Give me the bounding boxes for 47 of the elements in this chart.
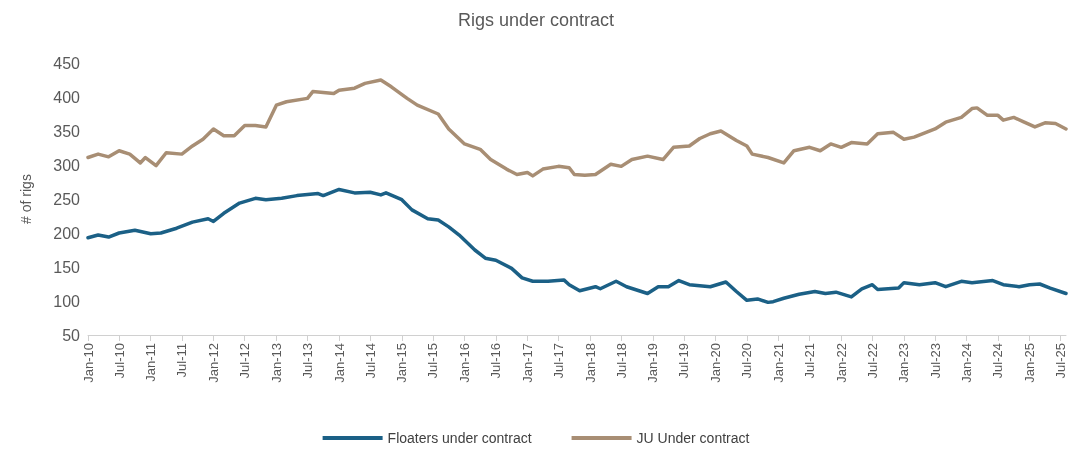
x-tick-label: Jul-24 (990, 343, 1006, 379)
x-tick-label: Jan-19 (645, 343, 661, 383)
y-tick-label: 450 (53, 54, 81, 72)
x-tick-label: Jul-21 (802, 343, 818, 379)
x-tick-label: Jan-21 (770, 343, 786, 383)
legend-label: Floaters under contract (387, 430, 532, 446)
x-tick-label: Jul-25 (1053, 343, 1069, 379)
x-tick-label: Jul-23 (927, 343, 943, 379)
x-tick-label: Jan-13 (268, 343, 284, 383)
x-tick-label: Jan-15 (394, 343, 410, 383)
x-tick-label: Jul-14 (362, 343, 378, 379)
x-tick-label: Jul-19 (676, 343, 692, 379)
y-tick-label: 400 (53, 88, 81, 106)
x-tick-label: Jan-20 (708, 343, 724, 383)
x-tick-label: Jul-11 (174, 343, 190, 378)
x-tick-label: Jan-24 (959, 343, 975, 383)
x-tick-label: Jan-10 (80, 343, 96, 383)
x-tick-label: Jan-23 (896, 343, 912, 383)
x-tick-label: Jul-13 (299, 343, 315, 379)
x-tick-label: Jan-18 (582, 343, 598, 383)
x-tick-label: Jan-14 (331, 343, 347, 383)
y-tick-label: 250 (53, 190, 81, 208)
x-tick-label: Jul-10 (111, 343, 127, 379)
x-tick-label: Jan-16 (457, 343, 473, 383)
x-tick-label: Jul-12 (237, 343, 253, 379)
line-series (86, 78, 1068, 178)
x-tick-label: Jan-17 (519, 343, 535, 383)
y-tick-label: 50 (62, 326, 81, 344)
y-tick-label: 350 (53, 122, 81, 140)
x-tick-label: Jan-25 (1022, 343, 1038, 383)
x-tick-label: Jul-20 (739, 343, 755, 379)
line-series (86, 187, 1068, 305)
y-tick-label: 150 (53, 258, 81, 276)
chart-title: Rigs under contract (457, 10, 615, 30)
y-tick-label: 100 (53, 292, 81, 310)
x-tick-label: Jan-11 (143, 343, 159, 382)
x-tick-label: Jul-18 (613, 343, 629, 379)
legend-label: JU Under contract (636, 430, 750, 446)
y-tick-label: 200 (53, 224, 81, 242)
x-tick-label: Jul-16 (488, 343, 504, 379)
x-tick-label: Jul-17 (551, 343, 567, 379)
x-tick-label: Jan-22 (833, 343, 849, 383)
y-tick-label: 300 (53, 156, 81, 174)
x-tick-label: Jul-15 (425, 343, 441, 379)
x-tick-label: Jul-22 (864, 343, 880, 379)
x-tick-label: Jan-12 (205, 343, 221, 383)
y-axis-title: # of rigs (18, 174, 34, 224)
